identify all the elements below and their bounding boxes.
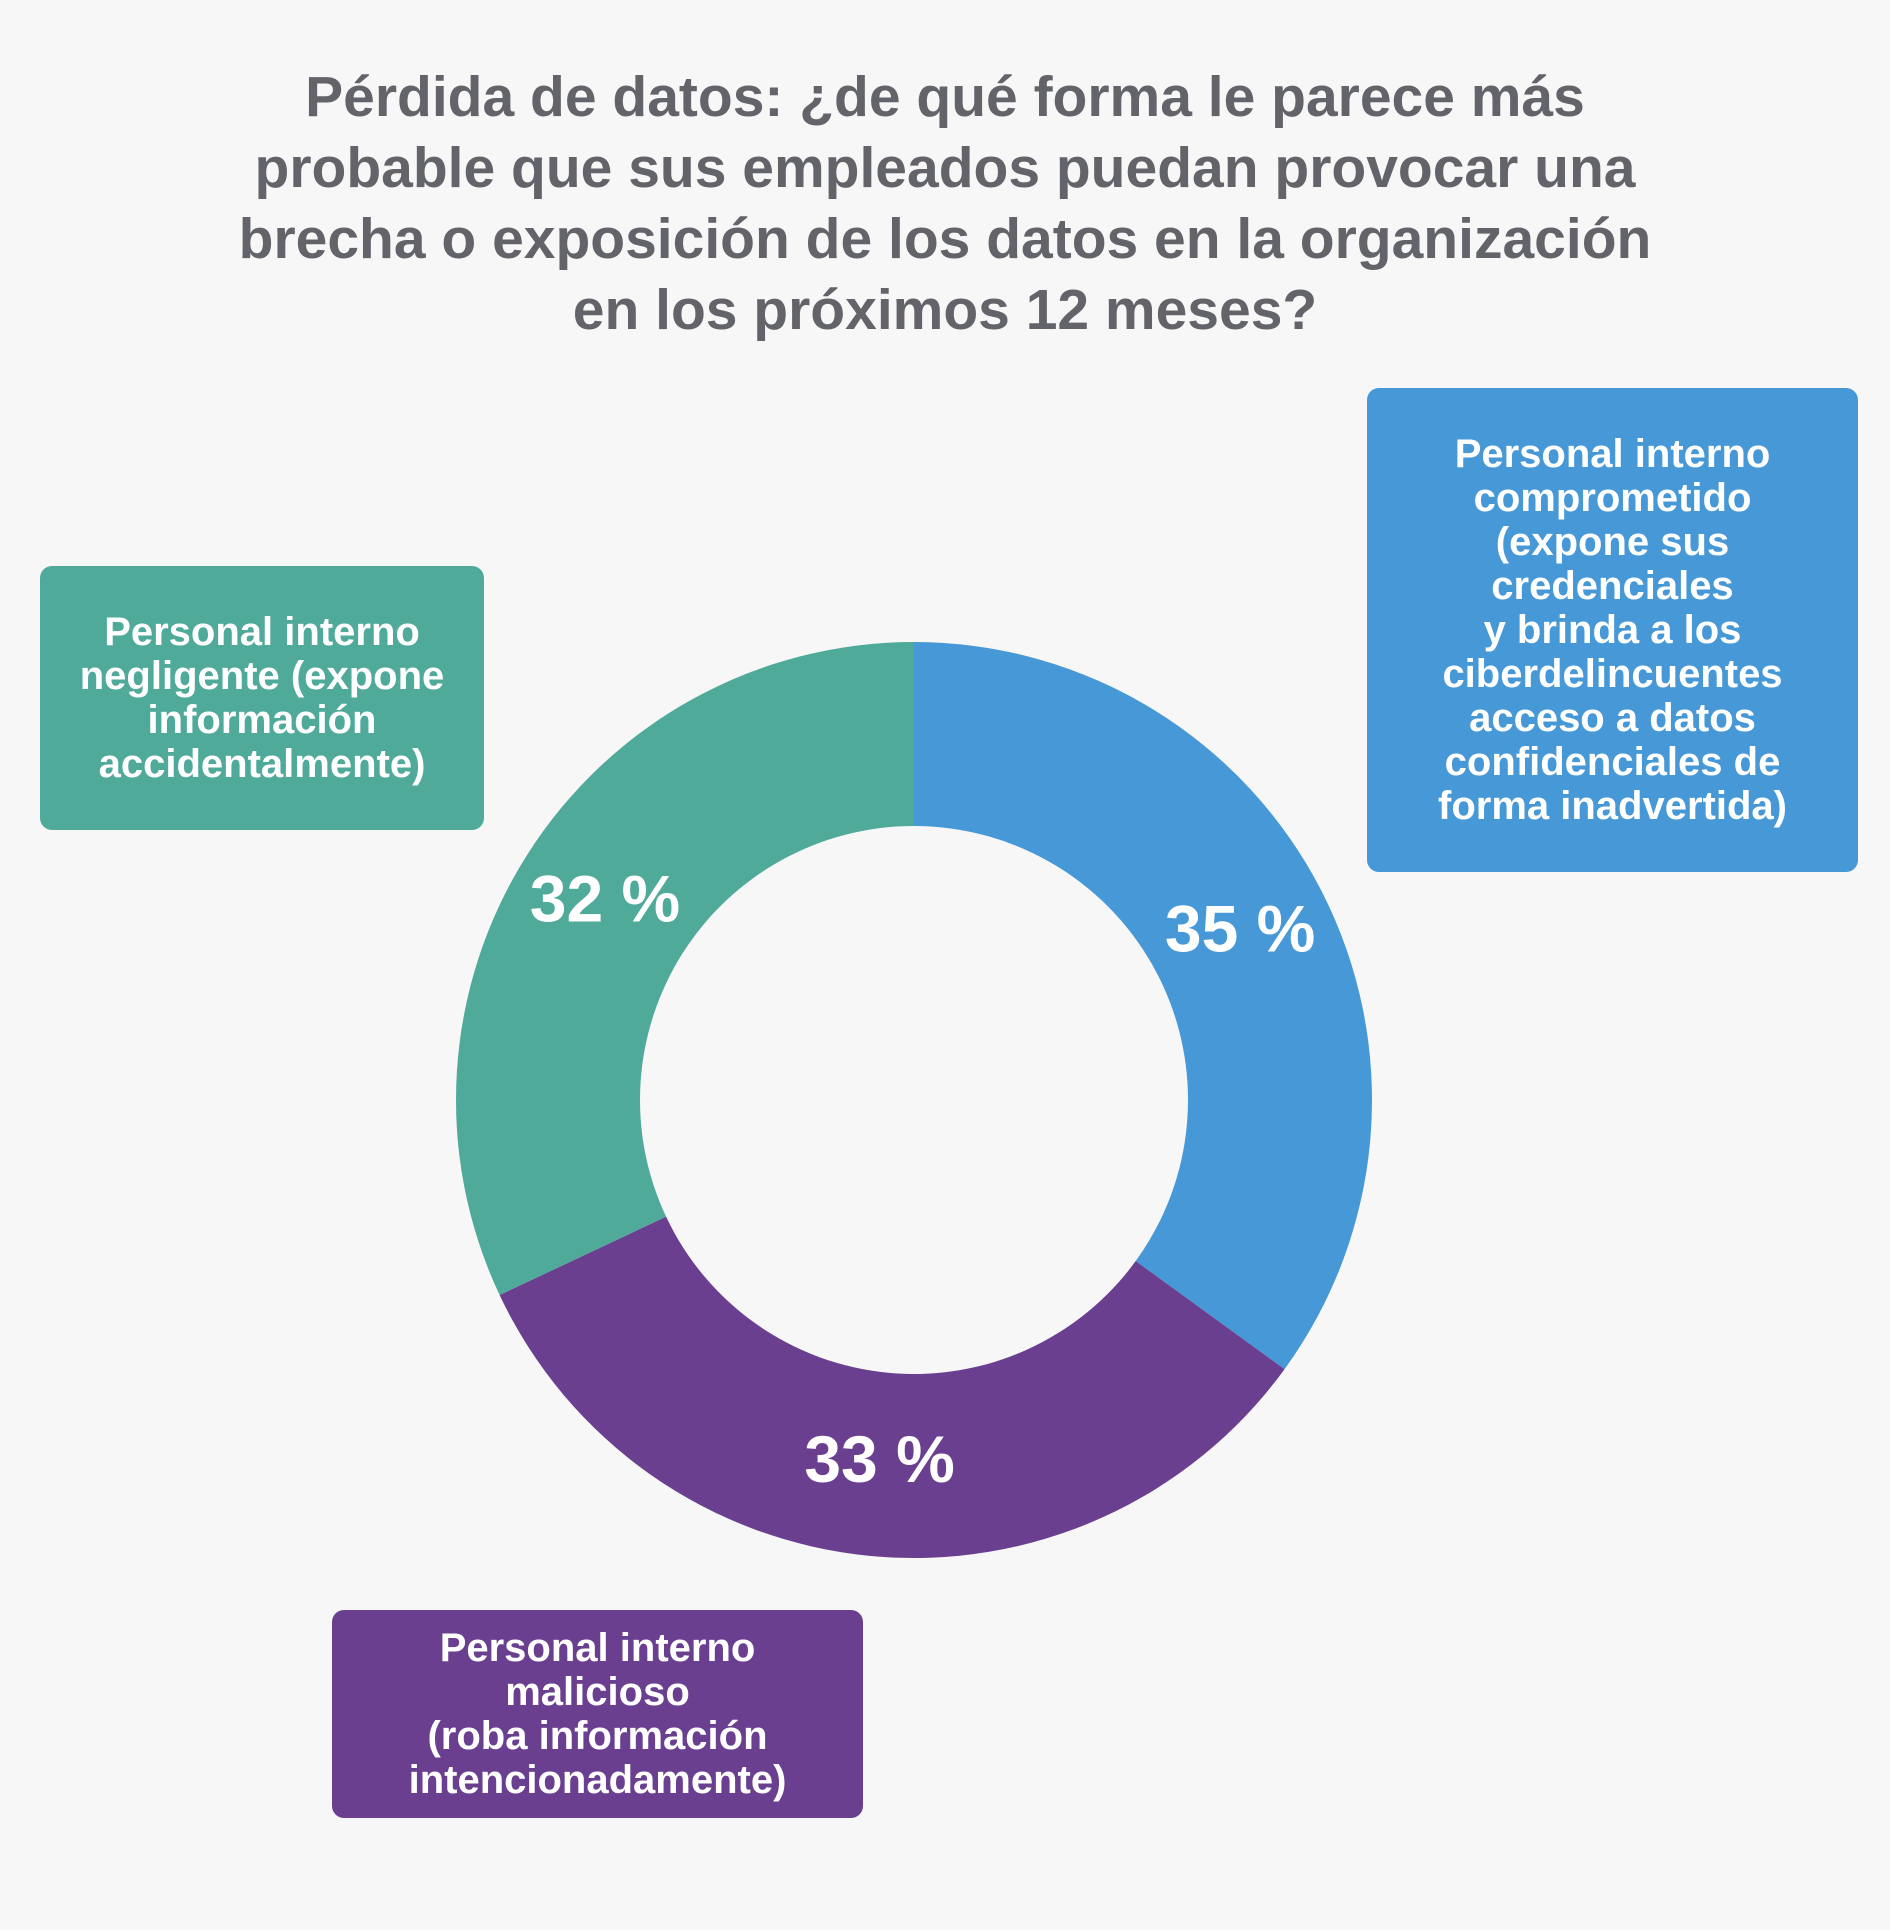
legend-box-malicioso: Personal interno malicioso (roba informa… [332, 1610, 863, 1818]
value-label-malicioso: 33 % [804, 1422, 954, 1496]
legend-box-negligente: Personal interno negligente (expone info… [40, 566, 484, 830]
chart-title: Pérdida de datos: ¿de qué forma le parec… [238, 65, 1652, 342]
value-label-comprometido: 35 % [1165, 891, 1315, 965]
donut-slices [455, 642, 1373, 1559]
donut-slice-malicioso [499, 1216, 1285, 1559]
donut-value-labels: 35 % 33 % 32 % [530, 861, 1316, 1495]
legend-box-comprometido: Personal interno comprometido (expone su… [1367, 388, 1858, 872]
donut-slice-comprometido [914, 642, 1373, 1370]
donut-slice-negligente [455, 642, 914, 1296]
value-label-negligente: 32 % [530, 861, 680, 935]
